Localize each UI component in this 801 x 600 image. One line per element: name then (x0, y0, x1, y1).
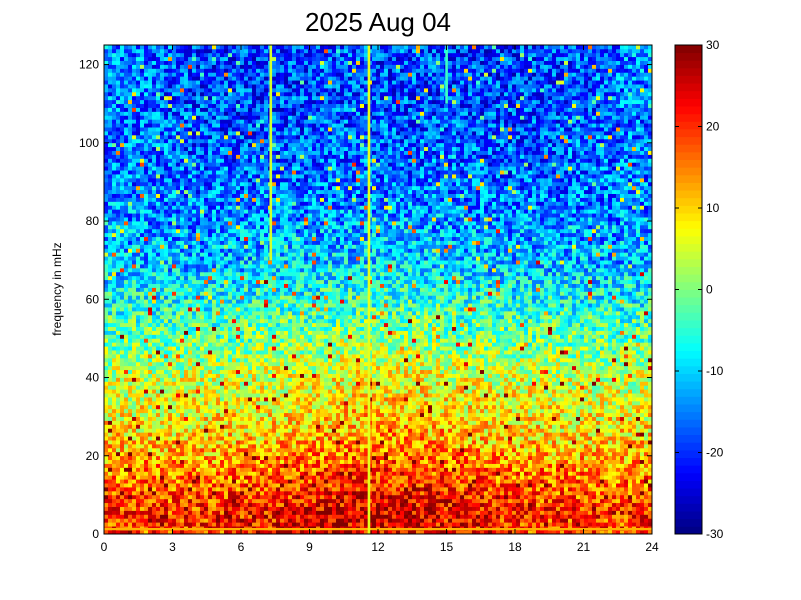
colorbar-swatch (675, 197, 702, 206)
y-tick-label: 0 (92, 527, 99, 541)
colorbar-swatch (675, 358, 702, 367)
colorbar-swatch (675, 495, 702, 504)
colorbar-swatch (675, 236, 702, 245)
colorbar-swatch (675, 388, 702, 397)
x-tick-label: 18 (508, 540, 522, 554)
colorbar-swatch (675, 396, 702, 405)
colorbar-tick-label: 20 (706, 120, 720, 134)
y-tick-label: 20 (86, 449, 100, 463)
x-tick-label: 0 (101, 540, 108, 554)
colorbar-swatch (675, 121, 702, 130)
colorbar-swatch (675, 465, 702, 474)
colorbar-swatch (675, 83, 702, 92)
colorbar-swatch (675, 220, 702, 229)
colorbar-swatch (675, 427, 702, 436)
colorbar-swatch (675, 136, 702, 145)
colorbar-swatch (675, 511, 702, 520)
colorbar-swatch (675, 449, 702, 458)
colorbar-swatch (675, 190, 702, 199)
interference-line-1 (269, 45, 273, 261)
interference-line-2 (367, 45, 371, 534)
colorbar-swatch (675, 281, 702, 290)
colorbar-swatch (675, 404, 702, 413)
colorbar-swatch (675, 52, 702, 61)
colorbar-swatch (675, 75, 702, 84)
colorbar-swatch (675, 274, 702, 283)
colorbar-swatch (675, 327, 702, 336)
colorbar-swatch (675, 434, 702, 443)
colorbar-swatch (675, 480, 702, 489)
colorbar: -30 -20 -10 0 10 20 30 (674, 38, 724, 541)
chart-title: 2025 Aug 04 (304, 7, 452, 37)
colorbar-swatch (675, 442, 702, 451)
colorbar-swatch (675, 419, 702, 428)
x-tick-label: 21 (577, 540, 591, 554)
colorbar-swatch (675, 526, 702, 535)
colorbar-tick-label: 10 (706, 201, 720, 215)
colorbar-tick-label: 0 (706, 283, 713, 297)
colorbar-swatch (675, 472, 702, 481)
colorbar-swatch (675, 335, 702, 344)
colorbar-swatch (675, 182, 702, 191)
colorbar-tick-label: -20 (706, 446, 724, 460)
colorbar-swatch (675, 320, 702, 329)
x-tick-label: 3 (169, 540, 176, 554)
colorbar-swatch (675, 457, 702, 466)
colorbar-swatch (675, 251, 702, 260)
colorbar-swatch (675, 518, 702, 527)
colorbar-tick-label: 30 (706, 38, 720, 52)
y-tick-label: 100 (79, 136, 99, 150)
colorbar-swatch (675, 45, 702, 54)
colorbar-tick-label: -10 (706, 364, 724, 378)
colorbar-swatch (675, 312, 702, 321)
colorbar-swatch (675, 228, 702, 237)
x-tick-label: 24 (645, 540, 659, 554)
colorbar-swatch (675, 381, 702, 390)
colorbar-swatch (675, 373, 702, 382)
colorbar-swatch (675, 304, 702, 313)
colorbar-tick-label: -30 (706, 527, 724, 541)
colorbar-swatch (675, 289, 702, 298)
colorbar-swatch (675, 411, 702, 420)
colorbar-swatch (675, 67, 702, 76)
x-axis: 0 3 6 9 12 15 18 21 24 (101, 45, 659, 554)
y-tick-label: 120 (79, 58, 99, 72)
colorbar-swatch (675, 205, 702, 214)
colorbar-swatch (675, 350, 702, 359)
colorbar-swatch (675, 213, 702, 222)
x-tick-label: 15 (440, 540, 454, 554)
x-tick-label: 9 (306, 540, 313, 554)
colorbar-swatch (675, 174, 702, 183)
colorbar-swatch (675, 167, 702, 176)
colorbar-swatch (675, 503, 702, 512)
colorbar-swatch (675, 106, 702, 115)
colorbar-swatch (675, 159, 702, 168)
colorbar-swatch (675, 90, 702, 99)
colorbar-swatch (675, 151, 702, 161)
y-axis: 0 20 40 60 80 100 120 (79, 58, 652, 541)
colorbar-swatch (675, 98, 702, 107)
y-tick-label: 80 (86, 214, 100, 228)
x-tick-label: 12 (371, 540, 385, 554)
y-tick-label: 40 (86, 371, 100, 385)
colorbar-swatch (675, 60, 702, 69)
colorbar-swatch (675, 243, 702, 252)
colorbar-swatch (675, 488, 702, 497)
colorbar-swatch (675, 144, 702, 153)
colorbar-swatch (675, 297, 702, 306)
x-tick-label: 6 (238, 540, 245, 554)
colorbar-swatch (675, 258, 702, 267)
colorbar-swatch (675, 266, 702, 275)
colorbar-swatch (675, 365, 702, 374)
colorbar-swatch (675, 113, 702, 122)
y-tick-label: 60 (86, 292, 100, 306)
colorbar-swatch (675, 342, 702, 352)
heatmap (104, 45, 653, 535)
colorbar-swatch (675, 129, 702, 138)
interference-line-3 (445, 45, 448, 104)
